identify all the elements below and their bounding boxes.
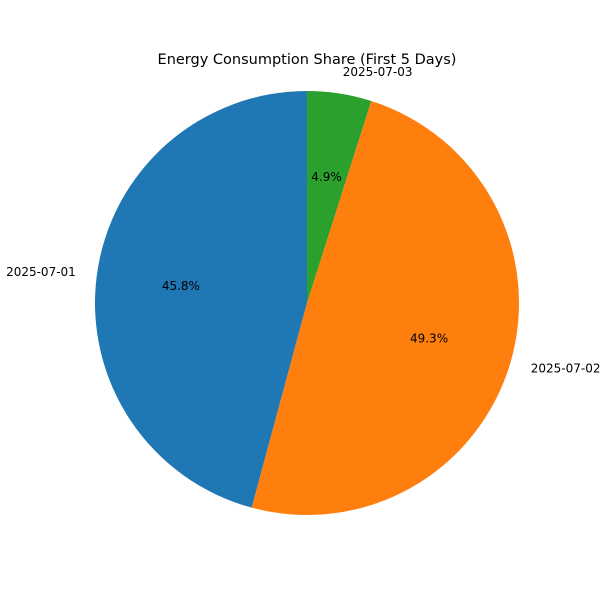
slice-percent-2025-07-02: 49.3% [410, 331, 448, 345]
pie-slice-2025-07-02 [251, 100, 520, 516]
pie-slices [94, 91, 520, 516]
pie-slice-2025-07-03 [307, 91, 372, 303]
pie-labels: 2025-07-01 45.8% 2025-07-02 49.3% 2025-07-03… [6, 65, 600, 375]
chart-title: Energy Consumption Share (First 5 Days) [158, 52, 457, 68]
pie-slice-2025-07-01 [94, 91, 308, 508]
slice-label-2025-07-01: 2025-07-01 [6, 265, 76, 279]
slice-percent-2025-07-01: 45.8% [162, 279, 200, 293]
slice-label-2025-07-03: 2025-07-03 [343, 65, 413, 79]
slice-label-2025-07-02: 2025-07-02 [531, 361, 600, 375]
slice-percent-2025-07-03: 4.9% [311, 170, 342, 184]
